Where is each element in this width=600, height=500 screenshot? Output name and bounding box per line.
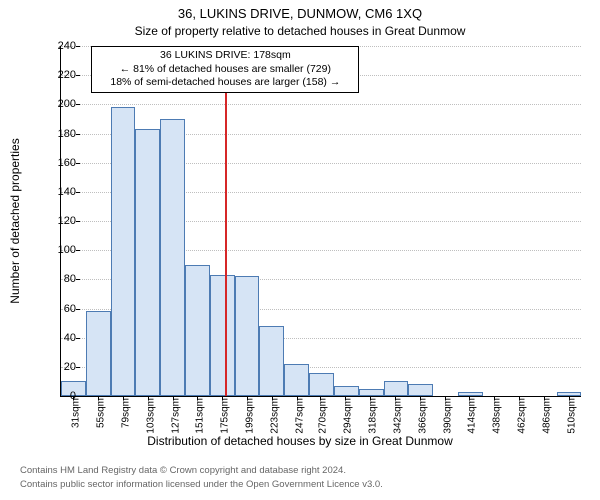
y-tick-label: 240 bbox=[46, 40, 76, 52]
x-tick-mark bbox=[197, 396, 198, 400]
y-tick-label: 0 bbox=[46, 390, 76, 402]
y-tick-label: 100 bbox=[46, 244, 76, 256]
plot-area: 36 LUKINS DRIVE: 178sqm← 81% of detached… bbox=[60, 46, 581, 397]
x-tick-label: 294sqm bbox=[343, 398, 354, 434]
histogram-bar bbox=[384, 381, 409, 396]
histogram-bar bbox=[408, 384, 433, 396]
x-tick-mark bbox=[494, 396, 495, 400]
reference-line bbox=[225, 46, 227, 396]
histogram-bar bbox=[309, 373, 334, 396]
x-tick-label: 175sqm bbox=[220, 398, 231, 434]
x-tick-mark bbox=[222, 396, 223, 400]
credit-line-2: Contains public sector information licen… bbox=[20, 479, 383, 490]
x-tick-mark bbox=[370, 396, 371, 400]
x-tick-label: 55sqm bbox=[96, 398, 107, 428]
x-tick-label: 103sqm bbox=[145, 398, 156, 434]
x-tick-label: 151sqm bbox=[195, 398, 206, 434]
y-tick-label: 140 bbox=[46, 186, 76, 198]
histogram-bar bbox=[160, 119, 185, 396]
x-tick-mark bbox=[297, 396, 298, 400]
x-tick-mark bbox=[148, 396, 149, 400]
x-tick-mark bbox=[469, 396, 470, 400]
x-tick-mark bbox=[98, 396, 99, 400]
x-tick-label: 223sqm bbox=[269, 398, 280, 434]
x-tick-label: 199sqm bbox=[245, 398, 256, 434]
x-tick-label: 270sqm bbox=[318, 398, 329, 434]
histogram-bar bbox=[86, 311, 111, 396]
x-tick-mark bbox=[395, 396, 396, 400]
x-tick-label: 31sqm bbox=[71, 398, 82, 428]
x-tick-mark bbox=[445, 396, 446, 400]
y-tick-label: 220 bbox=[46, 69, 76, 81]
histogram-bar bbox=[111, 107, 136, 396]
x-tick-label: 79sqm bbox=[121, 398, 132, 428]
histogram-bar bbox=[235, 276, 260, 396]
histogram-bar bbox=[210, 275, 235, 396]
y-tick-label: 20 bbox=[46, 361, 76, 373]
x-tick-label: 318sqm bbox=[368, 398, 379, 434]
x-tick-mark bbox=[569, 396, 570, 400]
x-tick-mark bbox=[320, 396, 321, 400]
y-tick-label: 120 bbox=[46, 215, 76, 227]
y-tick-label: 180 bbox=[46, 128, 76, 140]
annotation-line: 18% of semi-detached houses are larger (… bbox=[96, 76, 354, 90]
annotation-line: 36 LUKINS DRIVE: 178sqm bbox=[96, 49, 354, 63]
gridline bbox=[61, 104, 581, 105]
x-tick-label: 390sqm bbox=[442, 398, 453, 434]
histogram-bar bbox=[185, 265, 210, 396]
x-tick-label: 486sqm bbox=[541, 398, 552, 434]
chart-title: 36, LUKINS DRIVE, DUNMOW, CM6 1XQ bbox=[0, 6, 600, 21]
chart-subtitle: Size of property relative to detached ho… bbox=[0, 24, 600, 38]
x-tick-label: 462sqm bbox=[516, 398, 527, 434]
x-tick-mark bbox=[247, 396, 248, 400]
x-tick-mark bbox=[544, 396, 545, 400]
y-tick-label: 200 bbox=[46, 98, 76, 110]
x-tick-mark bbox=[345, 396, 346, 400]
chart-container: 36, LUKINS DRIVE, DUNMOW, CM6 1XQ Size o… bbox=[0, 0, 600, 500]
histogram-bar bbox=[458, 392, 483, 396]
annotation-line: ← 81% of detached houses are smaller (72… bbox=[96, 63, 354, 77]
x-tick-label: 414sqm bbox=[467, 398, 478, 434]
x-axis-label: Distribution of detached houses by size … bbox=[0, 434, 600, 448]
x-tick-mark bbox=[519, 396, 520, 400]
x-tick-mark bbox=[272, 396, 273, 400]
y-tick-label: 160 bbox=[46, 157, 76, 169]
histogram-bar bbox=[135, 129, 160, 396]
x-tick-label: 127sqm bbox=[170, 398, 181, 434]
y-axis-label: Number of detached properties bbox=[8, 138, 22, 303]
x-tick-mark bbox=[173, 396, 174, 400]
x-tick-mark bbox=[123, 396, 124, 400]
y-tick-label: 80 bbox=[46, 273, 76, 285]
annotation-box: 36 LUKINS DRIVE: 178sqm← 81% of detached… bbox=[91, 46, 359, 93]
x-tick-label: 342sqm bbox=[392, 398, 403, 434]
x-tick-label: 438sqm bbox=[492, 398, 503, 434]
credit-line-1: Contains HM Land Registry data © Crown c… bbox=[20, 465, 346, 476]
x-tick-mark bbox=[420, 396, 421, 400]
x-tick-label: 247sqm bbox=[294, 398, 305, 434]
y-tick-label: 60 bbox=[46, 303, 76, 315]
histogram-bar bbox=[334, 386, 359, 396]
y-tick-label: 40 bbox=[46, 332, 76, 344]
x-tick-label: 510sqm bbox=[566, 398, 577, 434]
histogram-bar bbox=[284, 364, 309, 396]
x-tick-label: 366sqm bbox=[417, 398, 428, 434]
histogram-bar bbox=[259, 326, 284, 396]
histogram-bar bbox=[359, 389, 384, 396]
